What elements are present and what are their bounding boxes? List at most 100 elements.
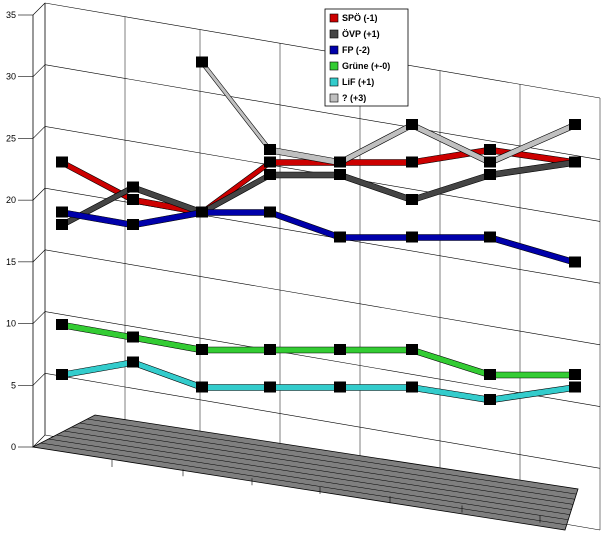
series-line-segment <box>489 159 576 179</box>
data-label-text: 21 <box>407 195 417 205</box>
data-label-text: 4 <box>337 383 342 393</box>
data-label: 6 <box>569 369 581 380</box>
legend-swatch <box>329 29 339 39</box>
y-tick-label: 30 <box>6 72 16 82</box>
grid <box>32 2 601 531</box>
series-line-segment <box>411 171 491 204</box>
data-label-text: 6 <box>337 345 342 355</box>
data-label-text: 6 <box>267 345 272 355</box>
data-label: 18 <box>196 206 208 218</box>
data-label: 16 <box>334 231 346 243</box>
legend-box <box>324 8 409 107</box>
legend-item: LiF (+1) <box>329 77 374 87</box>
data-label-box <box>484 231 496 243</box>
data-label: 16 <box>406 231 418 243</box>
data-label-text: 4 <box>409 383 414 393</box>
legend-item: ? (+3) <box>329 93 366 103</box>
data-label: 23 <box>56 156 68 168</box>
data-label-text: 6 <box>572 370 577 380</box>
data-label: 24 <box>264 144 276 155</box>
legend-label: ? (+3) <box>342 93 366 103</box>
legend-swatch <box>329 77 339 87</box>
data-label-text: 19 <box>265 208 275 218</box>
grid-line-left <box>32 126 46 139</box>
data-label: 4 <box>484 394 496 405</box>
y-tick-label: 20 <box>6 195 16 205</box>
grid-line-back <box>44 311 601 407</box>
grid-line-back <box>44 372 601 469</box>
data-label: 26 <box>569 119 581 130</box>
data-label: 22 <box>264 169 276 180</box>
grid-line-back <box>44 249 601 346</box>
data-label-text: 6 <box>409 345 414 355</box>
data-label-text: 31 <box>197 58 207 68</box>
data-label-text: 20 <box>128 183 138 193</box>
data-label-box <box>334 231 346 243</box>
legend-item: SPÖ (-1) <box>329 13 378 23</box>
series-line-segment <box>132 209 203 229</box>
grid-line-left <box>32 187 46 201</box>
data-label-box <box>406 194 418 205</box>
legend-label: LiF (+1) <box>342 77 374 87</box>
legend-swatch <box>329 61 339 71</box>
data-label-text: 23 <box>335 158 345 168</box>
series-line-segment <box>201 58 271 154</box>
data-label-box <box>334 169 346 180</box>
y-tick-label: 5 <box>11 380 16 390</box>
grid-line-left <box>32 2 46 16</box>
data-label: 24 <box>264 156 276 168</box>
grid-line-left <box>32 249 46 263</box>
legend-label: Grüne (+-0) <box>342 61 390 71</box>
legend-swatch <box>329 93 339 103</box>
series-line-segment <box>61 359 134 379</box>
floor-plane <box>31 414 579 531</box>
data-label-box <box>127 194 139 205</box>
floor-grid-line <box>40 442 567 526</box>
data-label-box <box>406 231 418 243</box>
grid-line-left <box>32 64 46 77</box>
data-label-text: 23 <box>485 158 495 168</box>
data-label-box <box>484 144 496 155</box>
data-label-box <box>127 331 139 343</box>
y-axis-ticks: 0 5 10 15 20 25 30 35 <box>6 10 33 452</box>
data-label-box <box>569 256 581 268</box>
data-label-text: 19 <box>57 208 67 218</box>
data-label-box <box>196 206 208 218</box>
data-label-box <box>264 344 276 355</box>
data-label: 4 <box>334 381 346 393</box>
data-label-box <box>334 381 346 393</box>
series-line-segment <box>411 384 491 404</box>
data-label: 4 <box>196 381 208 393</box>
data-label-box <box>264 206 276 218</box>
data-label: 19 <box>264 206 276 218</box>
data-label: 21 <box>406 194 418 205</box>
data-label-text: 24 <box>485 145 495 155</box>
data-label-box <box>569 381 581 393</box>
series-line-segment <box>201 384 271 391</box>
chart-floor <box>31 414 579 531</box>
data-label-text: 16 <box>335 233 345 243</box>
series-line-segment <box>339 346 413 354</box>
data-label-text: 24 <box>265 145 275 155</box>
data-label-box <box>484 369 496 380</box>
data-label-box <box>56 206 68 218</box>
floor-grid-line <box>48 438 569 520</box>
data-label-text: 24 <box>265 158 275 168</box>
data-label: 24 <box>484 144 496 155</box>
data-label-text: 9 <box>130 333 135 343</box>
grid-line-left <box>32 373 46 386</box>
data-label: 4 <box>569 381 581 393</box>
data-label-text: 23 <box>57 158 67 168</box>
series-line-segment <box>489 371 576 379</box>
data-label-text: 4 <box>487 395 492 405</box>
data-label-box <box>56 156 68 168</box>
data-label: 4 <box>264 381 276 393</box>
data-label-box <box>569 156 581 168</box>
data-label: 6 <box>56 369 68 380</box>
data-label-text: 18 <box>57 220 67 230</box>
floor-grid-line <box>87 418 577 495</box>
data-label: 20 <box>127 194 139 205</box>
data-label: 9 <box>56 319 68 330</box>
series-line-segment <box>411 234 491 241</box>
